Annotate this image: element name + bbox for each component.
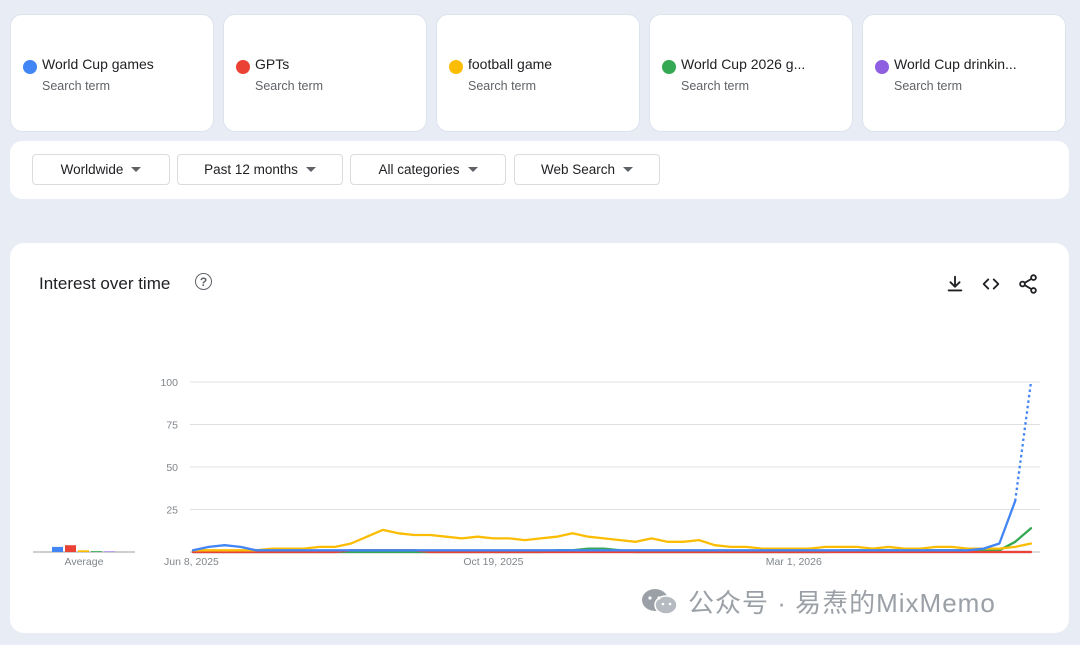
x-tick-label: Mar 1, 2026 [766, 556, 822, 568]
caret-down-icon [467, 167, 478, 172]
term-card-4[interactable]: World Cup 2026 g... Search term [649, 14, 853, 132]
term-subtitle: Search term [468, 79, 537, 93]
average-bar [78, 550, 89, 552]
term-name: GPTs [255, 56, 290, 72]
watermark-text: 公众号 · 易焘的MixMemo [688, 588, 996, 618]
caret-down-icon [623, 167, 634, 172]
term-card-5[interactable]: World Cup drinkin... Search term [862, 14, 1066, 132]
term-card-3[interactable]: football game Search term [436, 14, 640, 132]
term-name: World Cup games [42, 56, 154, 72]
term-card-2[interactable]: GPTs Search term [223, 14, 427, 132]
y-tick-label: 75 [166, 420, 178, 432]
term-name: World Cup drinkin... [894, 56, 1017, 72]
panel-title: Interest over time [39, 274, 171, 293]
share-icon[interactable] [1017, 273, 1039, 295]
x-tick-label: Oct 19, 2025 [463, 556, 523, 568]
average-label: Average [65, 556, 104, 568]
term-card-1[interactable]: World Cup games Search term [10, 14, 214, 132]
region-label: Worldwide [60, 162, 124, 177]
series-line [191, 549, 1033, 554]
series-color-dot [449, 60, 463, 74]
caret-down-icon [305, 167, 316, 172]
interest-over-time-panel: Interest over time ? [10, 243, 1069, 633]
category-dropdown[interactable]: All categories [350, 154, 506, 185]
average-bar [104, 551, 115, 552]
category-label: All categories [378, 162, 460, 177]
region-dropdown[interactable]: Worldwide [32, 154, 170, 185]
term-subtitle: Search term [681, 79, 750, 93]
term-subtitle: Search term [255, 79, 324, 93]
time-range-label: Past 12 months [204, 162, 298, 177]
y-tick-label: 50 [166, 462, 178, 474]
wechat-logo-icon [642, 588, 678, 615]
average-bar [52, 546, 63, 552]
y-tick-label: 25 [166, 505, 178, 517]
term-name: World Cup 2026 g... [681, 56, 806, 72]
series-color-dot [23, 60, 37, 74]
y-tick-label: 100 [160, 377, 178, 389]
x-tick-label: Jun 8, 2025 [164, 556, 219, 568]
time-range-dropdown[interactable]: Past 12 months [177, 154, 343, 185]
download-icon[interactable] [944, 273, 966, 295]
help-circle-icon[interactable]: ? [195, 273, 212, 290]
filter-bar: Worldwide Past 12 months All categories … [10, 141, 1069, 199]
embed-code-icon[interactable] [980, 273, 1002, 295]
series-line [191, 528, 1033, 552]
term-subtitle: Search term [42, 79, 111, 93]
search-type-label: Web Search [540, 162, 616, 177]
watermark: 公众号 · 易焘的MixMemo [640, 583, 996, 620]
average-bar [65, 545, 76, 552]
term-subtitle: Search term [894, 79, 963, 93]
series-line [191, 499, 1017, 552]
average-bar [91, 551, 102, 552]
series-color-dot [662, 60, 676, 74]
series-color-dot [875, 60, 889, 74]
term-name: football game [468, 56, 553, 72]
caret-down-icon [131, 167, 142, 172]
series-color-dot [236, 60, 250, 74]
search-type-dropdown[interactable]: Web Search [514, 154, 660, 185]
series-line-partial [1014, 381, 1033, 502]
